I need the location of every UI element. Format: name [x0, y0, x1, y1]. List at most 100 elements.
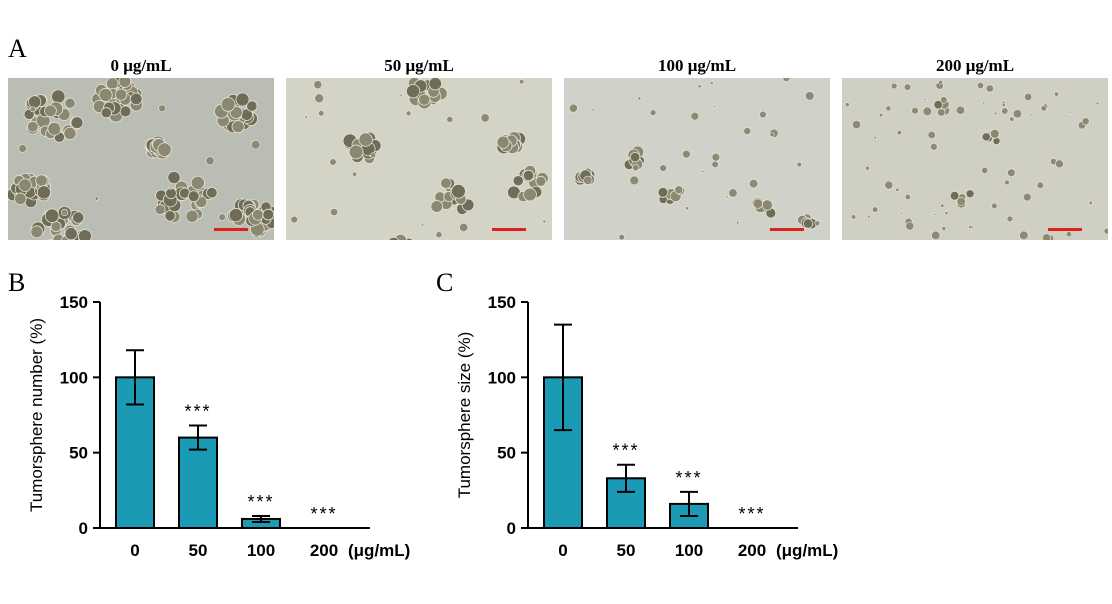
cell	[164, 210, 176, 222]
cell	[60, 208, 69, 217]
cell	[446, 116, 454, 123]
cell	[931, 230, 941, 240]
cell	[711, 152, 721, 162]
cell	[435, 231, 443, 239]
cell	[878, 113, 884, 118]
cell	[1012, 109, 1022, 119]
cell	[1021, 160, 1024, 164]
cell	[205, 156, 215, 166]
cell	[759, 110, 767, 119]
cell	[1001, 103, 1006, 107]
cell	[44, 104, 57, 118]
cell	[923, 98, 927, 101]
cell	[246, 100, 258, 112]
cell	[64, 97, 76, 109]
cell	[51, 89, 66, 104]
cell	[542, 219, 547, 224]
cell	[50, 221, 62, 232]
significance-label: ***	[184, 402, 211, 422]
cell	[568, 103, 578, 113]
cell	[591, 108, 595, 112]
cell	[583, 175, 593, 185]
cell	[18, 144, 27, 153]
cell	[796, 161, 803, 168]
cell-group	[8, 78, 274, 240]
cell	[206, 186, 218, 199]
cell	[938, 79, 943, 85]
cell-group	[568, 78, 821, 240]
cell	[399, 93, 403, 97]
panel-c-label: C	[436, 268, 454, 297]
x-tick-label: 200	[738, 541, 766, 560]
cell	[100, 107, 112, 119]
cell	[158, 104, 167, 113]
cell	[930, 143, 938, 151]
cell	[44, 208, 60, 223]
cell	[512, 175, 524, 187]
cell	[659, 164, 667, 172]
cell	[1055, 159, 1064, 169]
cell	[1001, 107, 1009, 115]
cell	[711, 160, 719, 169]
cell	[388, 236, 400, 240]
cell	[348, 144, 364, 160]
cell	[944, 211, 949, 216]
y-tick-label: 150	[60, 293, 88, 312]
cell	[1042, 233, 1052, 240]
cell	[845, 102, 850, 107]
cell	[904, 194, 911, 201]
cell	[872, 206, 879, 213]
cell	[118, 78, 132, 88]
chart-tumorsphere-size: 0 50 100 150 Tumorsphere size (%) 0 *** 50 *** 10…	[448, 270, 868, 585]
cell-group	[845, 79, 1108, 240]
cell	[250, 140, 261, 150]
cell	[358, 132, 373, 147]
significance-label: ***	[738, 504, 765, 524]
cell	[1019, 230, 1029, 240]
cell	[728, 188, 738, 198]
cell	[28, 95, 42, 109]
cell	[851, 120, 861, 130]
cell	[29, 106, 36, 113]
panel-a-label: A	[8, 34, 27, 63]
significance-label: ***	[675, 468, 702, 488]
cell	[167, 170, 181, 185]
cell	[637, 96, 642, 101]
cell	[649, 109, 657, 116]
x-tick-label: 100	[675, 541, 703, 560]
cell	[36, 185, 51, 200]
cell	[119, 105, 132, 118]
cell	[981, 167, 989, 174]
cell	[769, 132, 775, 137]
cell	[1088, 200, 1093, 205]
cell	[685, 206, 689, 211]
micrograph-200	[842, 78, 1108, 240]
cell	[1024, 92, 1033, 102]
cell	[64, 227, 78, 240]
cell	[697, 84, 702, 89]
cell	[726, 195, 729, 199]
micrograph-0	[8, 78, 274, 240]
bar	[178, 436, 218, 530]
cell	[231, 120, 245, 134]
cell	[535, 175, 547, 187]
x-tick-label: 100	[247, 541, 275, 560]
cell	[682, 149, 691, 159]
cell	[314, 93, 324, 104]
cell	[18, 178, 32, 192]
cell	[318, 110, 325, 117]
cell	[905, 221, 915, 231]
cell	[114, 88, 128, 101]
cell	[1095, 101, 1100, 106]
cell	[940, 96, 948, 104]
significance-label: ***	[247, 492, 274, 512]
x-tick-label: 50	[189, 541, 208, 560]
cell	[1065, 231, 1072, 238]
cell	[895, 187, 900, 192]
cell	[743, 127, 752, 135]
cell	[290, 215, 298, 224]
cell	[896, 130, 902, 136]
significance-label: ***	[612, 441, 639, 461]
x-tick-label: 200	[310, 541, 338, 560]
cell	[890, 82, 898, 90]
